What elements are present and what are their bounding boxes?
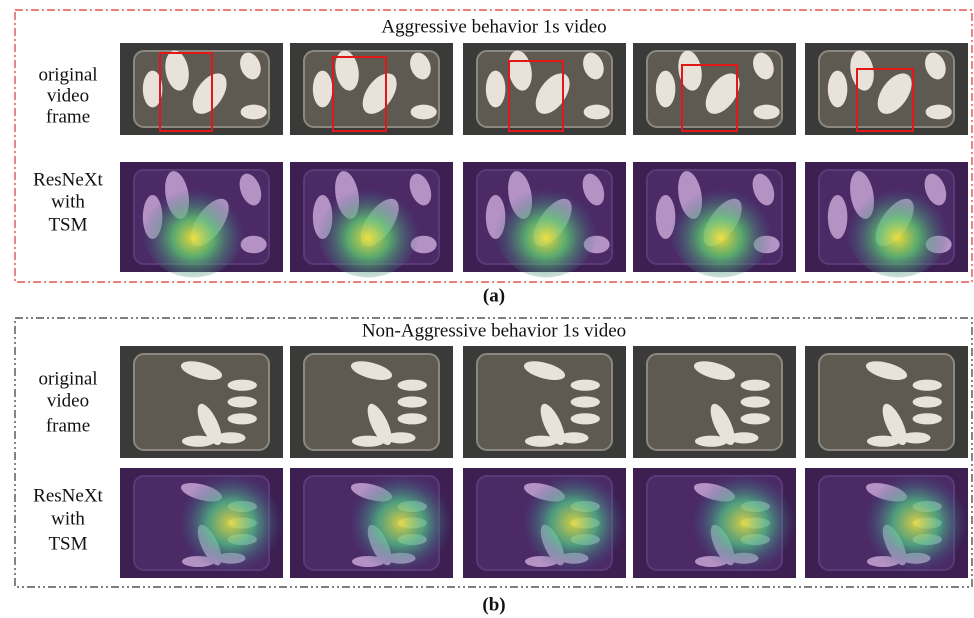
- pig: [398, 380, 427, 391]
- pig: [228, 380, 257, 391]
- video-frame: [463, 162, 626, 278]
- pig: [913, 396, 942, 407]
- pig: [398, 413, 427, 424]
- figure: Aggressive behavior 1s video(a)originalv…: [0, 0, 974, 618]
- pig: [241, 236, 267, 254]
- video-frame: [805, 43, 968, 135]
- panel-caption: (b): [482, 594, 505, 615]
- video-frame: [463, 43, 626, 135]
- row-label: frame: [46, 415, 90, 436]
- pig: [741, 380, 770, 391]
- row-label: with: [51, 191, 85, 212]
- video-frame: [633, 468, 796, 578]
- pig: [926, 105, 952, 120]
- video-frame: [120, 43, 283, 135]
- row-label: frame: [46, 106, 90, 127]
- video-frame: [633, 43, 796, 135]
- heatmap: [316, 179, 420, 278]
- pig: [584, 105, 610, 120]
- pig: [228, 396, 257, 407]
- video-frame: [805, 468, 968, 578]
- row-label: TSM: [48, 214, 87, 235]
- video-frame: [805, 162, 968, 278]
- pig: [754, 105, 780, 120]
- heatmap: [349, 474, 453, 573]
- heatmap: [669, 179, 773, 278]
- video-frame: [290, 468, 453, 578]
- row-label: with: [51, 508, 85, 529]
- pig: [867, 436, 900, 447]
- video-frame: [805, 346, 968, 458]
- video-frame: [290, 162, 453, 278]
- video-frame: [633, 346, 796, 458]
- heatmap: [141, 179, 245, 278]
- panel-caption: (a): [483, 285, 505, 306]
- pig: [398, 396, 427, 407]
- row-label: original: [38, 64, 97, 85]
- heatmap: [494, 179, 598, 278]
- row-label: original: [38, 368, 97, 389]
- heatmap: [179, 474, 283, 573]
- heatmap: [692, 474, 796, 573]
- pig: [182, 436, 215, 447]
- pig: [241, 105, 267, 120]
- pig: [828, 71, 848, 108]
- pig: [695, 436, 728, 447]
- video-frame: [120, 346, 283, 458]
- pig: [411, 105, 437, 120]
- pig: [571, 413, 600, 424]
- pig: [828, 195, 848, 239]
- row-label: ResNeXt: [33, 169, 103, 190]
- pig: [571, 396, 600, 407]
- pig: [486, 71, 506, 108]
- pig: [313, 71, 333, 108]
- video-frame: [120, 162, 283, 278]
- video-frame: [290, 43, 453, 135]
- heatmap: [864, 474, 968, 573]
- video-frame: [290, 346, 453, 458]
- row-label: TSM: [48, 533, 87, 554]
- row-label: video: [47, 390, 89, 411]
- video-frame: [463, 346, 626, 458]
- pig: [228, 413, 257, 424]
- pig: [571, 380, 600, 391]
- pig: [656, 71, 676, 108]
- panel-title: Non-Aggressive behavior 1s video: [362, 320, 626, 341]
- page: Aggressive behavior 1s video(a)originalv…: [0, 0, 974, 618]
- heatmap: [522, 474, 626, 573]
- heatmap: [846, 179, 950, 278]
- pig: [525, 436, 558, 447]
- pig: [913, 413, 942, 424]
- row-label: video: [47, 85, 89, 106]
- pig: [741, 413, 770, 424]
- video-frame: [463, 468, 626, 578]
- video-frame: [120, 468, 283, 578]
- pig: [741, 396, 770, 407]
- video-frame: [633, 162, 796, 278]
- panel-title: Aggressive behavior 1s video: [381, 16, 606, 37]
- row-label: ResNeXt: [33, 485, 103, 506]
- pig: [913, 380, 942, 391]
- pig: [352, 436, 385, 447]
